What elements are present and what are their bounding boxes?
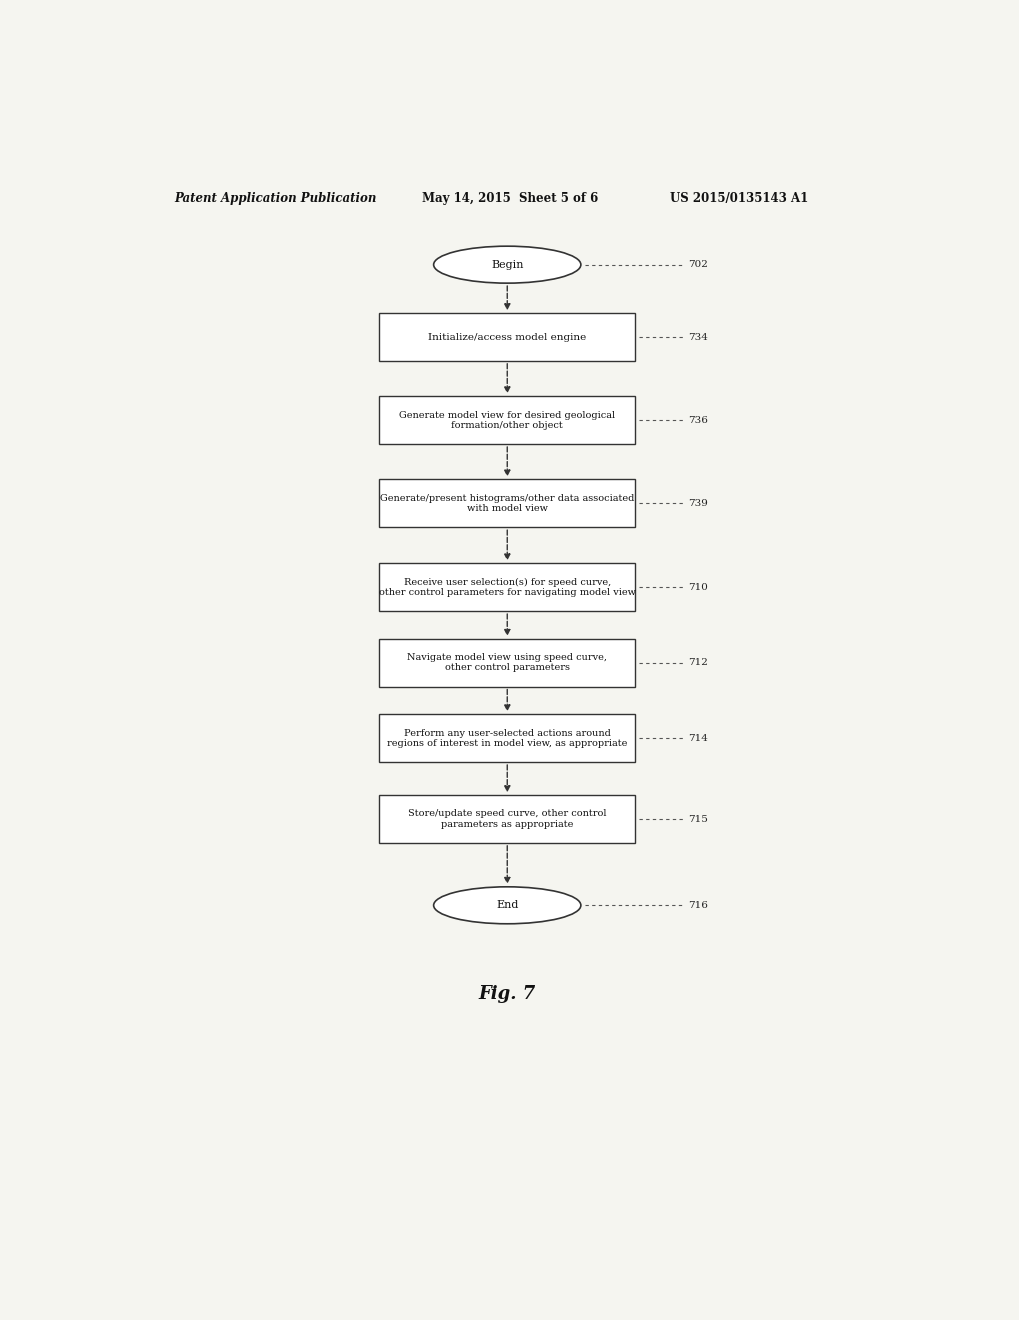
Text: 734: 734	[688, 333, 708, 342]
Text: 716: 716	[688, 900, 708, 909]
Text: 702: 702	[688, 260, 708, 269]
Ellipse shape	[433, 887, 580, 924]
Text: 715: 715	[688, 814, 708, 824]
Text: 736: 736	[688, 416, 708, 425]
Bar	[379, 479, 635, 527]
Bar	[379, 313, 635, 360]
Text: Fig. 7: Fig. 7	[478, 985, 535, 1003]
Text: Navigate model view using speed curve,
other control parameters: Navigate model view using speed curve, o…	[407, 653, 606, 672]
Ellipse shape	[433, 246, 580, 284]
Text: Begin: Begin	[490, 260, 523, 269]
Bar	[379, 795, 635, 843]
Text: Generate model view for desired geological
formation/other object: Generate model view for desired geologic…	[398, 411, 614, 430]
Bar	[379, 639, 635, 686]
Text: 710: 710	[688, 583, 708, 591]
Text: May 14, 2015  Sheet 5 of 6: May 14, 2015 Sheet 5 of 6	[422, 191, 598, 205]
Text: Perform any user-selected actions around
regions of interest in model view, as a: Perform any user-selected actions around…	[386, 729, 627, 748]
Text: Generate/present histograms/other data associated
with model view: Generate/present histograms/other data a…	[380, 494, 634, 513]
Bar	[379, 396, 635, 444]
Text: Patent Application Publication: Patent Application Publication	[174, 191, 376, 205]
Text: US 2015/0135143 A1: US 2015/0135143 A1	[669, 191, 807, 205]
Text: Store/update speed curve, other control
parameters as appropriate: Store/update speed curve, other control …	[408, 809, 606, 829]
Text: 739: 739	[688, 499, 708, 508]
Text: Initialize/access model engine: Initialize/access model engine	[428, 333, 586, 342]
Text: End: End	[495, 900, 518, 911]
Text: 712: 712	[688, 659, 708, 667]
Bar	[379, 714, 635, 762]
Bar	[379, 564, 635, 611]
Text: 714: 714	[688, 734, 708, 743]
Text: Receive user selection(s) for speed curve,
other control parameters for navigati: Receive user selection(s) for speed curv…	[378, 578, 635, 597]
